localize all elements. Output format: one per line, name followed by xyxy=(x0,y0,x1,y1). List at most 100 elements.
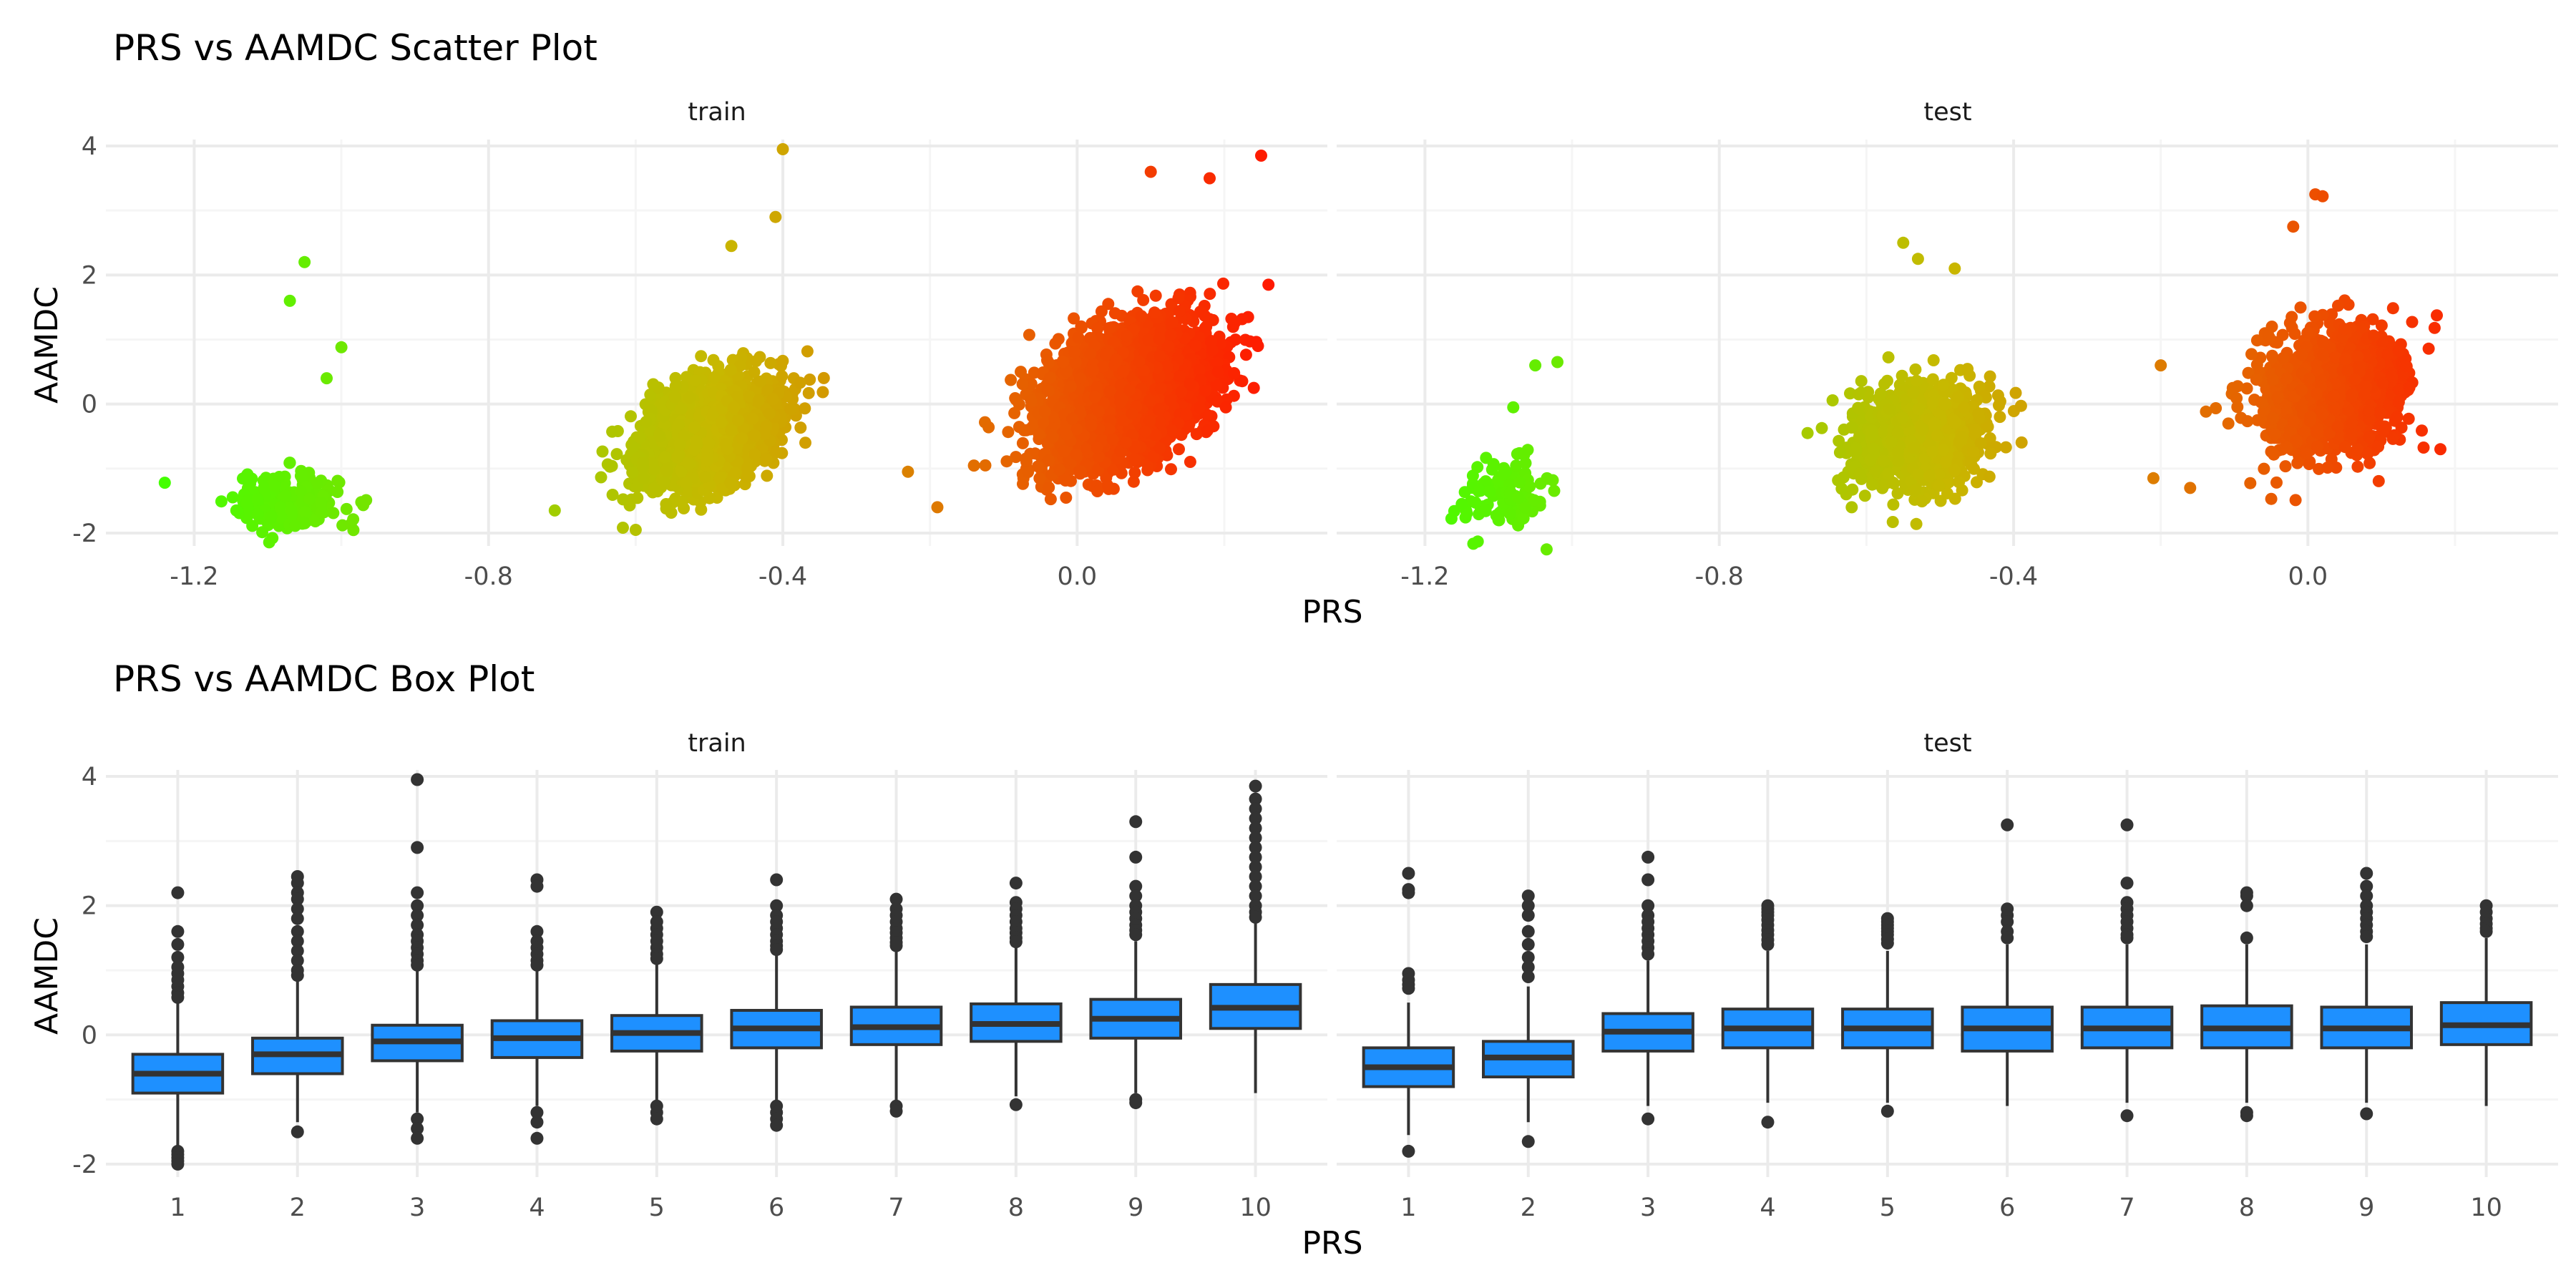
scatter-point xyxy=(816,386,829,399)
scatter-point xyxy=(243,493,255,506)
scatter-point xyxy=(295,485,308,497)
scatter-point xyxy=(1149,289,1162,302)
scatter-point xyxy=(268,479,281,492)
scatter-point xyxy=(640,416,653,428)
scatter-point xyxy=(690,434,703,447)
scatter-point xyxy=(1239,348,1252,361)
scatter-point xyxy=(230,504,243,517)
scatter-point xyxy=(226,491,239,504)
scatter-strip-test: test xyxy=(1923,98,1971,127)
scatter-point xyxy=(1068,312,1080,325)
scatter-point xyxy=(285,504,298,517)
scatter-point xyxy=(725,424,737,436)
scatter-point xyxy=(256,526,268,539)
scatter-point xyxy=(699,471,712,483)
scatter-point xyxy=(715,416,728,429)
scatter-point xyxy=(752,394,765,406)
scatter-point xyxy=(707,353,720,366)
scatter-point xyxy=(764,356,777,369)
scatter-point xyxy=(680,477,693,489)
scatter-point xyxy=(610,448,623,461)
scatter-point xyxy=(1008,406,1021,419)
scatter-point xyxy=(1002,426,1015,439)
scatter-point xyxy=(606,425,619,438)
scatter-point xyxy=(605,459,618,472)
scatter-point xyxy=(802,386,815,399)
scatter-point xyxy=(1204,288,1216,301)
scatter-point xyxy=(799,436,811,449)
scatter-point xyxy=(1025,394,1038,407)
scatter-point xyxy=(1102,482,1115,495)
scatter-point xyxy=(660,498,673,510)
scatter-point xyxy=(309,515,322,527)
scatter-point xyxy=(648,482,660,495)
scatter-point xyxy=(1016,378,1029,391)
scatter-point xyxy=(770,446,783,459)
scatter-point xyxy=(327,507,340,519)
scatter-point xyxy=(1182,420,1195,433)
scatter-point xyxy=(658,475,670,488)
scatter-point xyxy=(760,453,773,466)
scatter-point xyxy=(633,431,646,444)
scatter-point xyxy=(766,393,779,406)
scatter-point xyxy=(273,471,286,483)
scatter-point xyxy=(794,421,807,434)
scatter-point xyxy=(741,462,753,474)
scatter-point xyxy=(617,493,630,506)
scatter-point xyxy=(817,371,830,384)
y-tick-label: -2 xyxy=(72,519,97,548)
scatter-point xyxy=(277,480,290,493)
x-tick-label: -0.4 xyxy=(758,562,807,591)
scatter-point xyxy=(279,489,292,502)
scatter-point xyxy=(1165,463,1177,476)
scatter-point xyxy=(637,457,650,469)
scatter-point xyxy=(347,513,360,526)
scatter-point xyxy=(776,354,789,367)
scatter-point xyxy=(333,476,346,489)
scatter-point xyxy=(784,403,797,416)
scatter-point xyxy=(728,401,741,414)
scatter-point xyxy=(606,489,619,501)
scatter-point xyxy=(596,445,609,458)
y-tick-label: 2 xyxy=(82,261,97,290)
scatter-point xyxy=(668,391,681,404)
scatter-point xyxy=(275,511,288,524)
scatter-point xyxy=(647,378,660,391)
scatter-point xyxy=(1173,443,1185,456)
scatter-point xyxy=(626,466,639,479)
scatter-point xyxy=(631,492,644,504)
scatter-title: PRS vs AAMDC Scatter Plot xyxy=(113,27,597,69)
scatter-point xyxy=(659,451,672,464)
y-tick-label: 0 xyxy=(82,391,97,419)
scatter-point xyxy=(660,464,673,477)
scatter-point xyxy=(311,477,323,489)
scatter-point xyxy=(1016,436,1029,449)
scatter-point xyxy=(683,458,696,471)
scatter-point xyxy=(246,519,259,532)
scatter-point xyxy=(274,501,287,514)
scatter-point xyxy=(979,459,992,472)
scatter-point xyxy=(724,364,737,376)
scatter-point xyxy=(625,410,637,423)
scatter-point xyxy=(776,370,789,383)
scatter-point xyxy=(303,492,316,505)
scatter-point xyxy=(724,477,737,489)
scatter-point xyxy=(251,508,264,521)
scatter-point xyxy=(595,471,608,484)
scatter-point xyxy=(760,420,773,433)
scatter-point xyxy=(360,494,373,507)
scatter-point xyxy=(763,407,776,420)
scatter-point xyxy=(746,412,759,425)
scatter-point xyxy=(720,437,733,450)
scatter-point xyxy=(289,519,301,532)
scatter-point xyxy=(794,376,806,389)
scatter-point xyxy=(689,374,702,387)
scatter-point xyxy=(683,391,696,404)
x-tick-label: -0.8 xyxy=(464,562,513,591)
scatter-point xyxy=(748,448,761,461)
scatter-point xyxy=(761,469,774,482)
scatter-point xyxy=(748,429,761,442)
scatter-point xyxy=(688,421,701,434)
